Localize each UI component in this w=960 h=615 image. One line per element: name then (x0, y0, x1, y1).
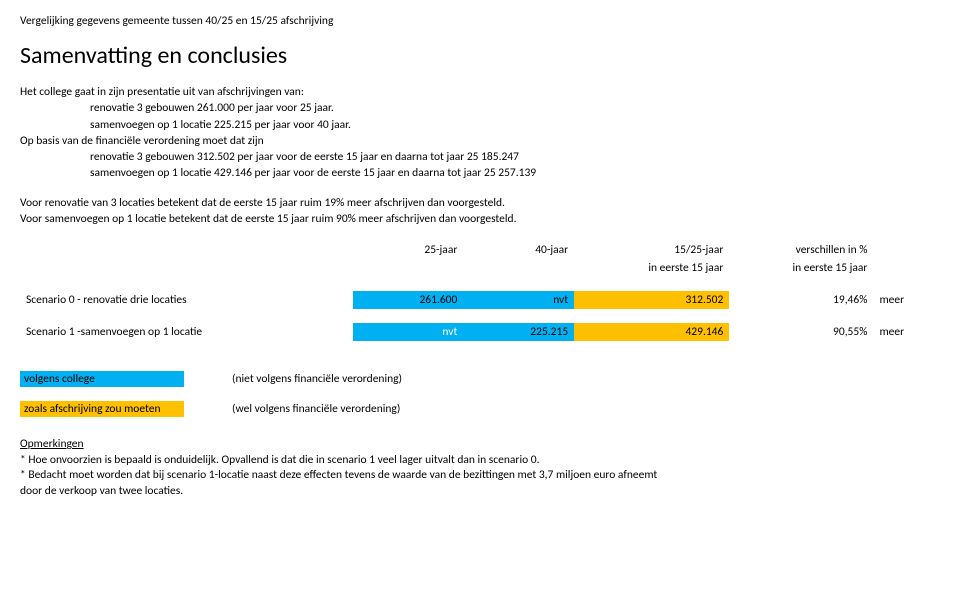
remarks-title: Opmerkingen (20, 437, 940, 453)
compare-line: Vergelijking gegevens gemeente tussen 40… (20, 14, 940, 30)
legend-college-swatch: volgens college (20, 371, 184, 387)
legend-moeten-swatch: zoals afschrijving zou moeten (20, 401, 184, 417)
intro-line-5: renovatie 3 gebouwen 312.502 per jaar vo… (20, 149, 940, 165)
legend-college: volgens college (niet volgens financiële… (20, 371, 940, 387)
scenario0-1525: 312.502 (574, 291, 729, 309)
legend-college-label: volgens college (24, 372, 95, 386)
scenario1-tail: meer (873, 323, 940, 341)
scenario0-tail: meer (873, 291, 940, 309)
table-header-row-1: 25-jaar 40-jaar 15/25-jaar verschillen i… (20, 241, 940, 259)
scenario0-25jaar: 261.600 (353, 291, 464, 309)
col-diff-sub: in eerste 15 jaar (729, 259, 873, 277)
table-header-row-2: in eerste 15 jaar in eerste 15 jaar (20, 259, 940, 277)
table-row: Scenario 0 - renovatie drie locaties 261… (20, 291, 940, 309)
col-diff: verschillen in % (729, 241, 873, 259)
document-page: Vergelijking gegevens gemeente tussen 40… (0, 0, 960, 513)
scenario-table: 25-jaar 40-jaar 15/25-jaar verschillen i… (20, 241, 940, 341)
intro-line-6: samenvoegen op 1 locatie 429.146 per jaa… (20, 165, 940, 181)
scenario1-40jaar: 225.215 (463, 323, 574, 341)
remark-1: * Hoe onvoorzien is bepaald is onduideli… (20, 453, 940, 469)
intro-line-3: samenvoegen op 1 locatie 225.215 per jaa… (20, 117, 940, 133)
col-40jaar: 40-jaar (463, 241, 574, 259)
scenario1-label: Scenario 1 -samenvoegen op 1 locatie (20, 323, 353, 341)
remark-3: door de verkoop van twee locaties. (20, 484, 940, 500)
intro-line-1: Het college gaat in zijn presentatie uit… (20, 84, 940, 100)
body-line-2: Voor samenvoegen op 1 locatie betekent d… (20, 211, 940, 227)
intro-line-4: Op basis van de financiële verordening m… (20, 133, 940, 149)
col-25jaar: 25-jaar (353, 241, 464, 259)
page-title: Samenvatting en conclusies (20, 42, 940, 71)
scenario1-1525: 429.146 (574, 323, 729, 341)
scenario1-25jaar: nvt (353, 323, 464, 341)
col-1525jaar-sub: in eerste 15 jaar (574, 259, 729, 277)
intro-line-2: renovatie 3 gebouwen 261.000 per jaar vo… (20, 100, 940, 116)
scenario0-40jaar: nvt (463, 291, 574, 309)
col-1525jaar: 15/25-jaar (574, 241, 729, 259)
scenario0-label: Scenario 0 - renovatie drie locaties (20, 291, 353, 309)
scenario1-pct: 90,55% (729, 323, 873, 341)
legend-moeten-note: (wel volgens financiële verordening) (232, 402, 400, 416)
remark-2: * Bedacht moet worden dat bij scenario 1… (20, 468, 940, 484)
legend-college-note: (niet volgens financiële verordening) (232, 372, 402, 386)
table-row: Scenario 1 -samenvoegen op 1 locatie nvt… (20, 323, 940, 341)
scenario0-pct: 19,46% (729, 291, 873, 309)
legend-moeten-label: zoals afschrijving zou moeten (24, 402, 161, 416)
body-line-1: Voor renovatie van 3 locaties betekent d… (20, 195, 940, 211)
legend-moeten: zoals afschrijving zou moeten (wel volge… (20, 401, 940, 417)
